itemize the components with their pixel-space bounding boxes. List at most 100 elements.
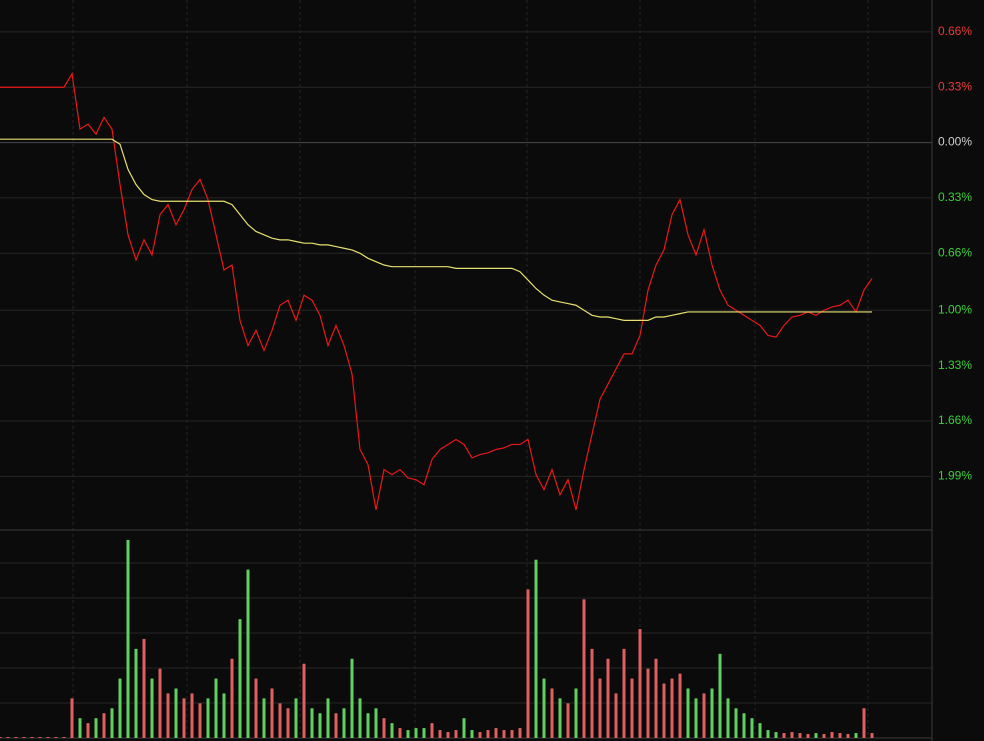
- volume-bar: [134, 648, 138, 738]
- volume-bar: [0, 737, 2, 738]
- volume-bar: [54, 737, 58, 738]
- y-tick-label: 1.66%: [938, 413, 972, 427]
- volume-bar: [470, 730, 474, 738]
- volume-bar: [390, 723, 394, 738]
- volume-bar: [574, 688, 578, 738]
- volume-bar: [734, 708, 738, 738]
- volume-bar: [774, 732, 778, 738]
- volume-bar: [822, 734, 826, 738]
- volume-bar: [526, 589, 530, 738]
- volume-bar: [422, 728, 426, 738]
- price-line: [0, 138, 872, 321]
- volume-bar: [350, 658, 354, 738]
- volume-bar: [710, 688, 714, 738]
- volume-bar: [334, 713, 338, 738]
- volume-bar: [534, 559, 538, 738]
- volume-bar: [838, 733, 842, 738]
- volume-bar: [550, 688, 554, 738]
- volume-bar: [126, 539, 130, 738]
- volume-bar: [462, 718, 466, 738]
- volume-bar: [254, 678, 258, 738]
- volume-bar: [62, 737, 66, 738]
- y-tick-label: 1.00%: [938, 302, 972, 316]
- volume-bar: [846, 734, 850, 738]
- volume-bar: [214, 678, 218, 738]
- volume-bar: [182, 698, 186, 738]
- vertical-grid: [72, 0, 869, 738]
- volume-bar: [510, 730, 514, 738]
- y-tick-label: 0.33%: [938, 190, 972, 204]
- volume-bar: [662, 683, 666, 738]
- volume-bar: [230, 658, 234, 738]
- volume-bar: [702, 693, 706, 738]
- volume-bar: [358, 698, 362, 738]
- volume-bar: [718, 653, 722, 738]
- volume-bar: [318, 713, 322, 738]
- volume-bar: [398, 728, 402, 738]
- volume-bar: [502, 730, 506, 738]
- volume-bar: [382, 718, 386, 738]
- volume-bar: [270, 688, 274, 738]
- volume-bar: [750, 718, 754, 738]
- volume-bar: [142, 638, 146, 738]
- volume-bar: [478, 732, 482, 738]
- y-tick-label: 0.00%: [938, 135, 972, 149]
- volume-bar: [78, 718, 82, 738]
- volume-bar: [118, 678, 122, 738]
- volume-bar: [342, 708, 346, 738]
- y-tick-label: 1.99%: [938, 469, 972, 483]
- volume-bar: [518, 728, 522, 738]
- volume-bar: [14, 737, 18, 738]
- volume-bar: [742, 713, 746, 738]
- volume-bar: [862, 708, 866, 738]
- volume-bar: [38, 737, 42, 738]
- volume-bar: [614, 693, 618, 738]
- volume-bar: [430, 723, 434, 738]
- volume-bar: [30, 737, 34, 738]
- volume-bar: [630, 678, 634, 738]
- volume-bar: [262, 698, 266, 738]
- volume-bar: [438, 730, 442, 738]
- volume-bar: [654, 658, 658, 738]
- volume-bar: [326, 698, 330, 738]
- volume-bar: [22, 737, 26, 738]
- volume-bar: [206, 698, 210, 738]
- volume-bar: [286, 708, 290, 738]
- volume-bar: [678, 673, 682, 738]
- volume-bar: [798, 733, 802, 738]
- volume-bar: [70, 698, 74, 738]
- volume-grid: [0, 562, 932, 704]
- volume-bar: [6, 737, 10, 738]
- y-tick-label: 1.33%: [938, 358, 972, 372]
- volume-bar: [622, 648, 626, 738]
- volume-bar: [278, 703, 282, 738]
- volume-bar: [198, 703, 202, 738]
- volume-bar: [694, 698, 698, 738]
- volume-bar: [790, 732, 794, 738]
- volume-bar: [854, 733, 858, 738]
- volume-bar: [758, 723, 762, 738]
- volume-bar: [870, 733, 874, 738]
- y-tick-label: 0.66%: [938, 24, 972, 38]
- volume-bar: [158, 668, 162, 738]
- volume-bar: [222, 693, 226, 738]
- volume-bar: [446, 732, 450, 738]
- volume-bar: [486, 730, 490, 738]
- volume-bar: [646, 668, 650, 738]
- volume-bar: [414, 728, 418, 738]
- volume-bar: [726, 698, 730, 738]
- volume-bar: [542, 678, 546, 738]
- volume-bar: [806, 734, 810, 738]
- volume-bar: [566, 703, 570, 738]
- volume-bar: [814, 733, 818, 738]
- volume-bar: [238, 619, 242, 738]
- volume-bar: [102, 713, 106, 738]
- volume-bar: [670, 678, 674, 738]
- volume-bar: [582, 599, 586, 738]
- volume-bar: [302, 663, 306, 738]
- volume-bar: [638, 629, 642, 738]
- volume-bar: [94, 718, 98, 738]
- volume-bar: [606, 658, 610, 738]
- volume-bar: [558, 698, 562, 738]
